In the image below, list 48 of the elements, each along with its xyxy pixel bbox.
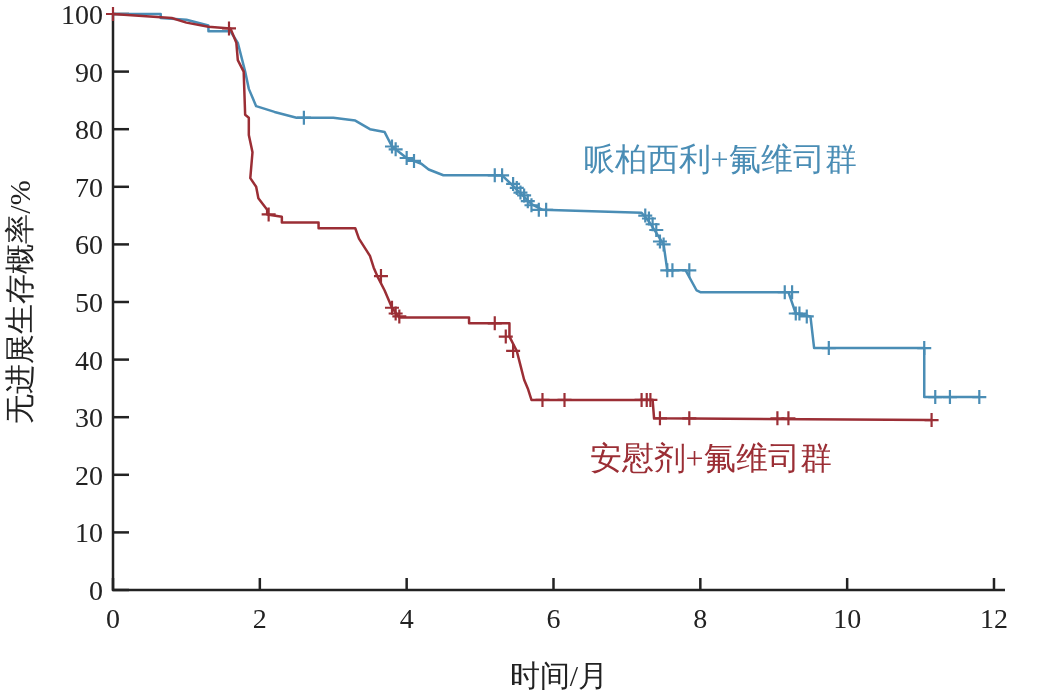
point	[372, 267, 390, 285]
x-tick-label: 8	[693, 603, 708, 634]
x-tick-label: 6	[546, 603, 561, 634]
y-tick-label: 60	[75, 229, 103, 261]
point	[486, 315, 503, 332]
y-tick-label: 70	[75, 171, 103, 203]
point	[383, 138, 401, 155]
y-axis-title: 无进展生存概率/%	[3, 180, 36, 424]
point	[916, 339, 933, 357]
point	[556, 391, 573, 409]
y-tick-label: 20	[75, 459, 103, 491]
x-tick-label: 12	[979, 603, 1008, 634]
point	[642, 391, 659, 409]
y-tick-label: 0	[89, 575, 103, 606]
point	[780, 410, 797, 427]
point	[387, 141, 404, 158]
y-tick-label: 10	[75, 517, 103, 549]
point	[295, 109, 312, 126]
x-tick-label: 4	[399, 603, 414, 634]
point	[260, 206, 277, 223]
point	[651, 410, 669, 427]
point	[497, 328, 514, 345]
x-tick-label: 2	[252, 603, 267, 634]
point	[655, 236, 672, 253]
point	[941, 388, 959, 406]
point	[534, 391, 551, 409]
point	[923, 411, 940, 429]
y-tick-label: 30	[75, 402, 103, 434]
y-tick-label: 50	[75, 287, 103, 318]
x-tick-label: 10	[833, 603, 862, 634]
x-axis-title: 时间/月	[509, 659, 609, 692]
y-tick-label: 100	[61, 0, 103, 30]
point	[971, 388, 988, 406]
point	[681, 410, 698, 427]
y-tick-label: 90	[75, 56, 103, 88]
point	[927, 388, 944, 406]
point	[494, 167, 511, 184]
point	[820, 339, 837, 357]
point	[651, 233, 669, 250]
point	[104, 5, 122, 23]
y-tick-label: 80	[75, 114, 103, 146]
point	[664, 262, 681, 279]
point	[220, 20, 238, 37]
series-label: 安慰剂+氟维司群	[589, 440, 832, 477]
point	[681, 262, 698, 279]
y-tick-label: 40	[75, 344, 103, 376]
point	[505, 342, 522, 360]
series-label: 哌柏西利+氟维司群	[582, 140, 857, 177]
